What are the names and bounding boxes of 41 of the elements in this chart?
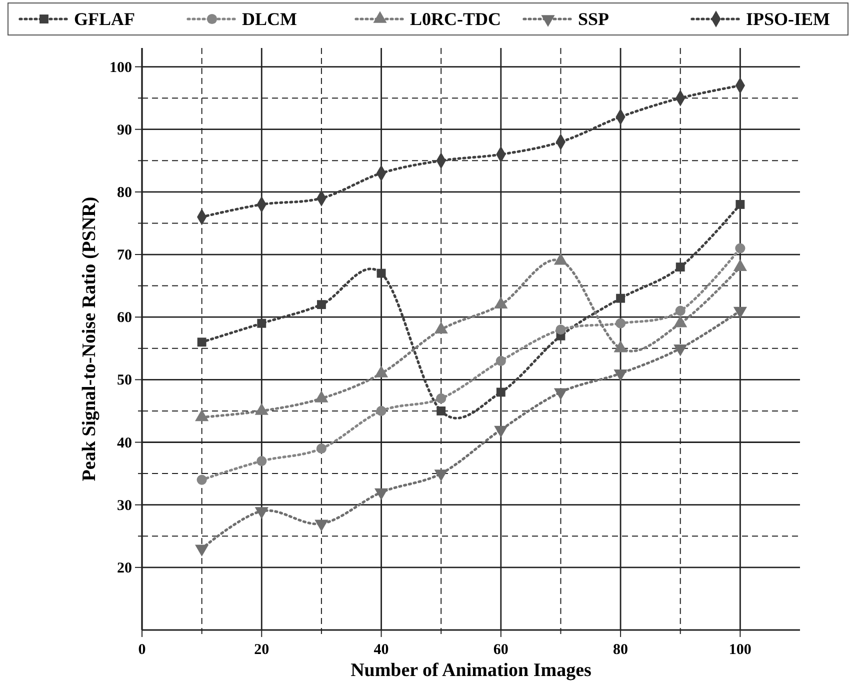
point bbox=[436, 393, 446, 404]
legend-label: DLCM bbox=[242, 9, 298, 29]
x-axis-title: Number of Animation Images bbox=[350, 660, 592, 681]
point bbox=[616, 318, 626, 328]
point bbox=[735, 243, 746, 254]
point bbox=[436, 406, 446, 416]
x-tick-label: 20 bbox=[254, 642, 270, 658]
x-tick-label: 0 bbox=[138, 642, 146, 658]
point bbox=[256, 456, 267, 466]
y-tick-label: 90 bbox=[117, 122, 132, 138]
point bbox=[376, 268, 386, 278]
x-tick-label: 60 bbox=[493, 642, 508, 658]
y-axis-title: Peak Signal-to-Noise Ratio (PSNR) bbox=[79, 196, 100, 482]
point bbox=[736, 200, 745, 209]
y-tick-label: 20 bbox=[117, 560, 132, 576]
point bbox=[496, 356, 506, 366]
point bbox=[556, 324, 566, 335]
y-tick-label: 70 bbox=[117, 248, 132, 264]
y-tick-label: 30 bbox=[117, 498, 132, 514]
x-tick-label: 80 bbox=[613, 642, 628, 658]
y-tick-label: 40 bbox=[117, 435, 132, 452]
x-tick-label: 100 bbox=[728, 642, 752, 658]
point bbox=[196, 474, 207, 485]
y-tick-label: 100 bbox=[110, 60, 132, 76]
y-tick-label: 80 bbox=[117, 184, 132, 201]
legend-label: GFLAF bbox=[74, 9, 135, 29]
point bbox=[316, 443, 326, 454]
point bbox=[616, 294, 626, 303]
legend-label: SSP bbox=[578, 9, 610, 29]
point bbox=[675, 306, 686, 316]
legend-label: IPSO-IEM bbox=[746, 9, 830, 29]
point bbox=[496, 388, 506, 397]
x-tick-label: 40 bbox=[374, 642, 389, 658]
y-tick-label: 50 bbox=[117, 372, 132, 389]
point bbox=[197, 338, 206, 347]
point bbox=[257, 318, 266, 328]
legend-label: L0RC-TDC bbox=[410, 9, 502, 29]
point bbox=[316, 300, 326, 310]
point bbox=[376, 406, 386, 416]
y-tick-label: 60 bbox=[117, 310, 132, 326]
point bbox=[676, 262, 685, 272]
